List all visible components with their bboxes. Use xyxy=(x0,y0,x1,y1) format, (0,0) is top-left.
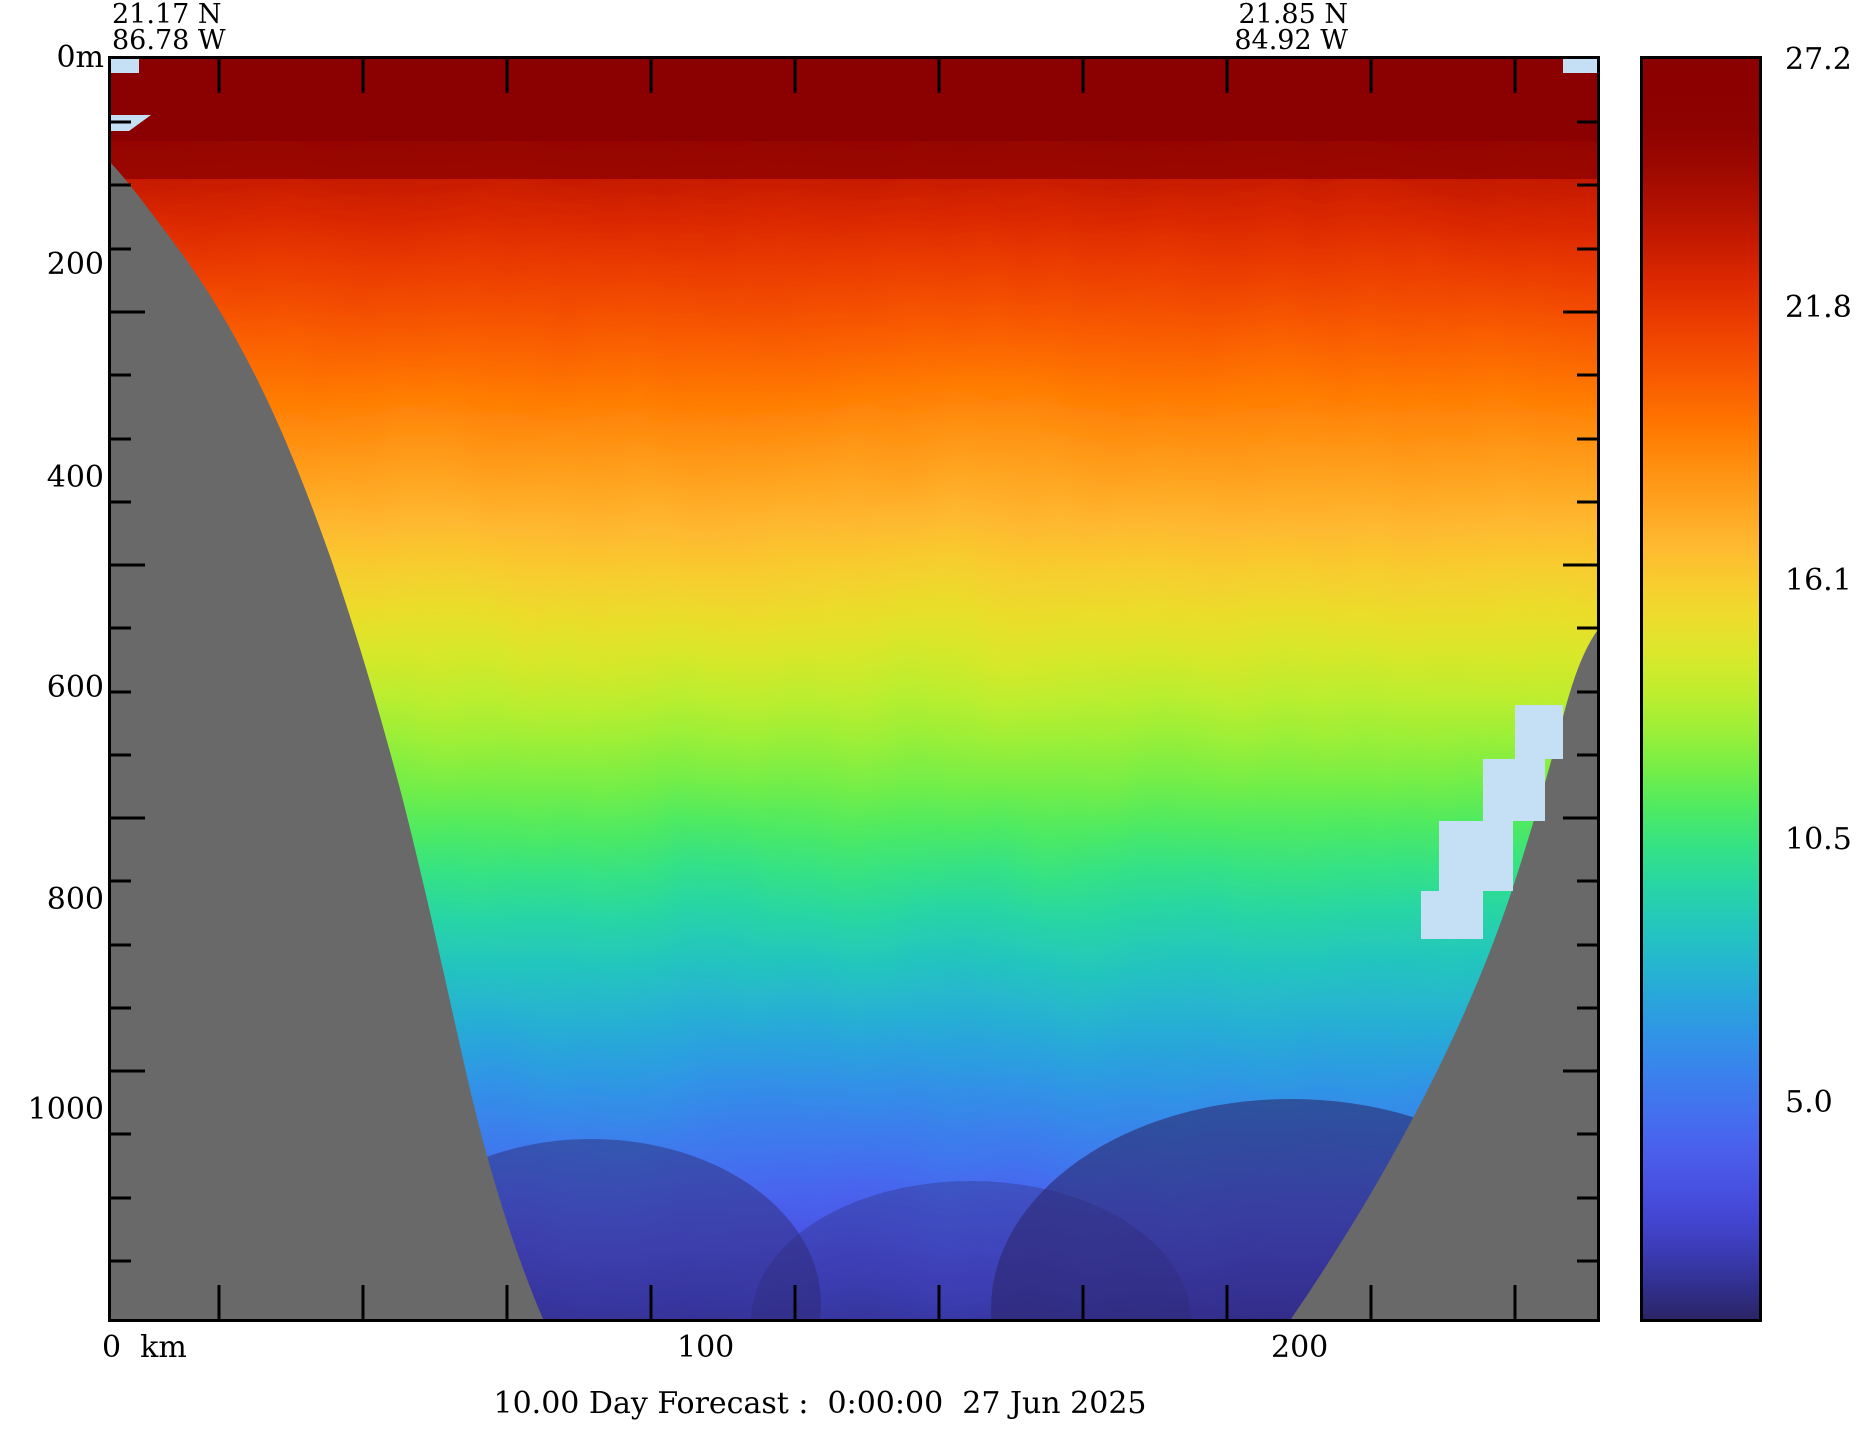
start-longitude: 86.78 W xyxy=(112,25,226,56)
end-latitude: 21.85 N xyxy=(1238,0,1348,30)
nodata-patches xyxy=(111,59,1597,939)
land-mask-left xyxy=(111,59,543,1319)
temperature-field xyxy=(111,59,1597,1319)
y-axis-label-600: 600 xyxy=(46,670,104,705)
end-coordinates: 21.85 N 84.92 W xyxy=(1234,0,1348,56)
y-axis-label-0: 0m xyxy=(56,40,104,75)
start-latitude: 21.17 N xyxy=(112,0,222,30)
axis-ticks xyxy=(111,59,1597,1319)
start-coordinates: 21.17 N 86.78 W xyxy=(112,0,226,56)
colorbar-label-max: 27.2 xyxy=(1785,42,1852,77)
colorbar-gradient xyxy=(1643,59,1759,1319)
forecast-caption: 10.00 Day Forecast : 0:00:00 27 Jun 2025 xyxy=(493,1386,1147,1421)
y-axis-label-800: 800 xyxy=(46,882,104,917)
end-longitude: 84.92 W xyxy=(1234,25,1348,56)
land-mask-right xyxy=(1291,631,1597,1319)
x-axis-label-0: 0 km xyxy=(102,1330,187,1365)
y-axis-label-1000: 1000 xyxy=(27,1092,104,1127)
y-axis-label-400: 400 xyxy=(46,460,104,495)
cross-section-plot xyxy=(108,56,1600,1322)
y-axis-label-200: 200 xyxy=(46,247,104,282)
colorbar-label-16-1: 16.1 xyxy=(1785,563,1852,598)
colorbar-label-10-5: 10.5 xyxy=(1785,822,1852,857)
x-axis-label-200: 200 xyxy=(1271,1330,1329,1365)
temperature-colorbar[interactable] xyxy=(1640,56,1762,1322)
colorbar-label-21-8: 21.8 xyxy=(1785,290,1852,325)
x-axis-label-100: 100 xyxy=(677,1330,735,1365)
colorbar-label-min: 5.0 xyxy=(1785,1085,1833,1120)
